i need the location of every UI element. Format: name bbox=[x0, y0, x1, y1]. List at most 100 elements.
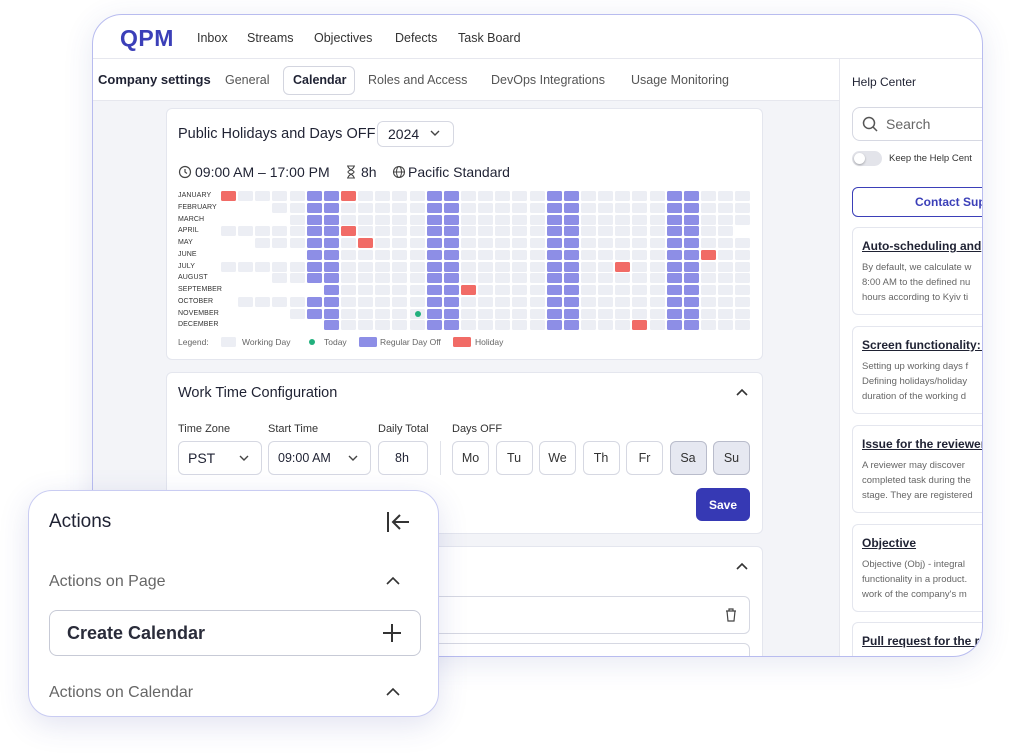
day-off-cell bbox=[683, 261, 699, 272]
working-day-cell bbox=[289, 202, 305, 213]
day-off-cell bbox=[563, 320, 579, 331]
nav-item[interactable]: Defects bbox=[395, 31, 438, 45]
article-card[interactable] bbox=[852, 425, 983, 513]
article-card[interactable] bbox=[852, 622, 983, 657]
working-day-cell bbox=[340, 308, 356, 319]
year-select[interactable] bbox=[377, 121, 454, 147]
article-title[interactable]: Issue for the reviewer bbox=[862, 437, 986, 451]
tab[interactable]: Roles and Access bbox=[368, 73, 468, 87]
working-day-cell bbox=[289, 308, 305, 319]
working-day-cell bbox=[478, 273, 494, 284]
day-off-cell bbox=[683, 296, 699, 307]
field-value: 09:00 AM bbox=[278, 451, 331, 465]
working-day-cell bbox=[649, 296, 665, 307]
working-day-cell bbox=[255, 261, 271, 272]
day-toggle[interactable]: Tu bbox=[495, 441, 533, 475]
save-button[interactable]: Save bbox=[696, 488, 750, 521]
day-off-cell bbox=[666, 226, 682, 237]
help-toggle[interactable] bbox=[852, 151, 882, 166]
working-day-cell bbox=[392, 249, 408, 260]
tab[interactable]: DevOps Integrations bbox=[491, 73, 605, 87]
field-value: 8h bbox=[395, 451, 409, 465]
working-day-cell bbox=[272, 261, 288, 272]
nav-item[interactable]: Streams bbox=[247, 31, 294, 45]
article-title[interactable]: Auto-scheduling and bbox=[862, 239, 982, 253]
working-day-cell bbox=[375, 285, 391, 295]
working-day-cell bbox=[358, 214, 374, 225]
working-day-cell bbox=[615, 308, 631, 319]
nav-item[interactable]: Objectives bbox=[314, 31, 373, 45]
working-day-cell bbox=[632, 191, 648, 201]
working-day-cell bbox=[460, 273, 476, 284]
contact-button[interactable] bbox=[852, 187, 983, 217]
working-day-cell bbox=[700, 261, 716, 272]
working-day-cell bbox=[478, 214, 494, 225]
day-toggle[interactable]: Th bbox=[582, 441, 620, 475]
working-day-cell bbox=[358, 202, 374, 213]
working-day-cell bbox=[272, 273, 288, 284]
day-toggle[interactable]: We bbox=[539, 441, 576, 475]
article-card[interactable] bbox=[852, 524, 983, 612]
chevron-up[interactable] bbox=[385, 686, 401, 698]
settings-title: Company settings bbox=[98, 72, 211, 87]
working-day-cell bbox=[615, 191, 631, 201]
trash-icon[interactable] bbox=[724, 607, 738, 623]
chevron-up[interactable] bbox=[385, 575, 401, 587]
article-card[interactable] bbox=[852, 227, 983, 315]
working-day-cell bbox=[392, 191, 408, 201]
active-tab[interactable] bbox=[283, 66, 355, 95]
field-input[interactable] bbox=[268, 441, 371, 475]
working-day-cell bbox=[409, 285, 425, 295]
working-day-cell bbox=[735, 296, 751, 307]
day-off-cell bbox=[666, 238, 682, 248]
working-day-cell bbox=[340, 202, 356, 213]
day-toggle[interactable]: Su bbox=[713, 441, 750, 475]
working-day-cell bbox=[735, 273, 751, 284]
working-day-cell bbox=[529, 296, 545, 307]
day-off-cell bbox=[426, 202, 442, 213]
chevron-up[interactable] bbox=[735, 387, 749, 399]
create-calendar-button[interactable] bbox=[49, 610, 421, 656]
working-day-cell bbox=[598, 320, 614, 331]
working-day-cell bbox=[598, 249, 614, 260]
tab[interactable]: General bbox=[225, 73, 270, 87]
month-label: MARCH bbox=[178, 215, 205, 223]
month-label: JUNE bbox=[178, 250, 197, 258]
day-toggle[interactable]: Fr bbox=[626, 441, 663, 475]
nav-item[interactable]: Inbox bbox=[197, 31, 228, 45]
working-day-cell bbox=[409, 238, 425, 248]
month-label: AUGUST bbox=[178, 274, 208, 282]
tab[interactable]: Calendar bbox=[293, 73, 347, 87]
tab[interactable]: Usage Monitoring bbox=[631, 73, 729, 87]
field-input[interactable] bbox=[178, 441, 262, 475]
nav-item[interactable]: Task Board bbox=[458, 31, 521, 45]
working-day-cell bbox=[649, 285, 665, 295]
day-toggle[interactable]: Sa bbox=[669, 441, 707, 475]
today-dot bbox=[414, 310, 421, 317]
working-day-cell bbox=[340, 261, 356, 272]
day-toggle[interactable]: Mo bbox=[452, 441, 489, 475]
day-off-cell bbox=[563, 191, 579, 201]
article-title[interactable]: Screen functionality: C bbox=[862, 338, 993, 352]
actions-title: Actions bbox=[49, 511, 112, 532]
legend-swatch bbox=[221, 337, 236, 347]
day-off-cell bbox=[666, 214, 682, 225]
field-label: Daily Total bbox=[378, 423, 429, 435]
field-input[interactable] bbox=[378, 441, 428, 475]
working-day-cell bbox=[409, 191, 425, 201]
collapse-icon[interactable] bbox=[385, 510, 411, 534]
working-day-cell bbox=[735, 261, 751, 272]
working-day-cell bbox=[460, 320, 476, 331]
logo[interactable]: QPM bbox=[120, 25, 174, 51]
day-off-cell bbox=[546, 273, 562, 284]
article-card[interactable] bbox=[852, 326, 983, 414]
working-day-cell bbox=[529, 249, 545, 260]
day-off-cell bbox=[546, 238, 562, 248]
working-day-cell bbox=[255, 296, 271, 307]
article-title[interactable]: Objective bbox=[862, 536, 917, 550]
working-day-cell bbox=[358, 285, 374, 295]
chevron-up[interactable] bbox=[735, 561, 749, 573]
article-title[interactable]: Pull request for the re bbox=[862, 634, 987, 648]
working-day-cell bbox=[358, 249, 374, 260]
day-off-cell bbox=[323, 214, 339, 225]
